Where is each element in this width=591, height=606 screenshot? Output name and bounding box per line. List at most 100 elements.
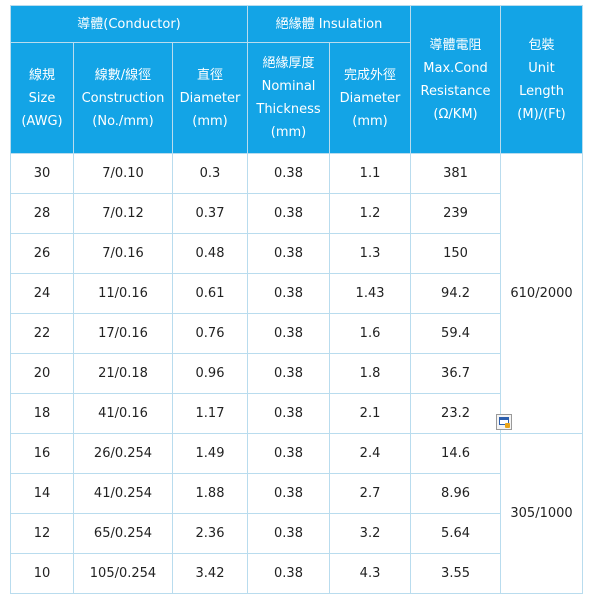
diameter-cell: 1.88 xyxy=(171,473,249,514)
title-bar-shape xyxy=(500,418,508,420)
thickness-cell: 0.38 xyxy=(247,513,331,554)
unit-length-cell: 610/2000 xyxy=(500,153,584,434)
resistance-header: 導體電阻 Max.Cond Resistance (Ω/KM) xyxy=(410,5,502,154)
window-pane-shape xyxy=(499,417,509,425)
resistance-cell: 5.64 xyxy=(410,513,502,554)
header-line: Resistance xyxy=(420,83,491,99)
table-row: 28 7/0.12 0.37 0.38 1.2 239 xyxy=(10,193,583,234)
header-line: Diameter xyxy=(179,90,241,106)
construction-cell: 105/0.254 xyxy=(73,553,173,594)
resistance-cell: 59.4 xyxy=(410,313,502,354)
construction-header: 線數/線徑 Construction (No./mm) xyxy=(73,42,173,154)
size-cell: 26 xyxy=(10,233,74,274)
header-line: 線數/線徑 xyxy=(94,67,152,83)
size-cell: 14 xyxy=(10,473,74,514)
construction-cell: 11/0.16 xyxy=(73,273,173,314)
table-row: 24 11/0.16 0.61 0.38 1.43 94.2 xyxy=(10,273,583,314)
size-cell: 22 xyxy=(10,313,74,354)
diameter-cell: 0.76 xyxy=(171,313,249,354)
resistance-cell: 381 xyxy=(410,153,502,194)
unit-length-header: 包裝 Unit Length (M)/(Ft) xyxy=(500,5,584,154)
unit-length-cell: 305/1000 xyxy=(500,433,584,594)
header-line: Diameter xyxy=(339,90,401,106)
construction-cell: 41/0.16 xyxy=(73,393,173,434)
thickness-cell: 0.38 xyxy=(247,233,331,274)
thickness-cell: 0.38 xyxy=(247,193,331,234)
construction-cell: 26/0.254 xyxy=(73,433,173,474)
size-header: 線規 Size (AWG) xyxy=(10,42,74,154)
wire-spec-table: 導體(Conductor) 絕緣體 Insulation 導體電阻 Max.Con… xyxy=(9,5,584,594)
thickness-cell: 0.38 xyxy=(247,473,331,514)
size-cell: 20 xyxy=(10,353,74,394)
thickness-cell: 0.38 xyxy=(247,313,331,354)
outer-diameter-cell: 3.2 xyxy=(329,513,412,554)
insulation-group-header: 絕緣體 Insulation xyxy=(247,5,412,43)
header-line: 線規 xyxy=(28,67,55,83)
header-line: (AWG) xyxy=(21,113,63,129)
outer-diameter-cell: 4.3 xyxy=(329,553,412,594)
size-cell: 16 xyxy=(10,433,74,474)
size-cell: 28 xyxy=(10,193,74,234)
header-line: 直徑 xyxy=(197,67,224,83)
construction-cell: 7/0.12 xyxy=(73,193,173,234)
size-cell: 18 xyxy=(10,393,74,434)
construction-cell: 21/0.18 xyxy=(73,353,173,394)
document-edit-icon[interactable] xyxy=(496,414,512,430)
header-line: (M)/(Ft) xyxy=(517,106,566,122)
construction-cell: 7/0.10 xyxy=(73,153,173,194)
header-line: 完成外徑 xyxy=(344,67,397,83)
construction-cell: 7/0.16 xyxy=(73,233,173,274)
resistance-cell: 8.96 xyxy=(410,473,502,514)
size-cell: 24 xyxy=(10,273,74,314)
diameter-cell: 0.37 xyxy=(171,193,249,234)
header-line: Nominal xyxy=(261,79,316,94)
outer-diameter-cell: 1.6 xyxy=(329,313,412,354)
outer-diameter-cell: 2.7 xyxy=(329,473,412,514)
header-line: (Ω/KM) xyxy=(433,106,478,122)
spec-table-body: 30 7/0.10 0.3 0.38 1.1 381 610/2000 28 7/0.12 0.3… xyxy=(10,153,584,594)
outer-diameter-cell: 1.8 xyxy=(329,353,412,394)
diameter-cell: 0.61 xyxy=(171,273,249,314)
table-row: 14 41/0.254 1.88 0.38 2.7 8.96 xyxy=(10,473,583,514)
diameter-header: 直徑 Diameter (mm) xyxy=(171,42,249,154)
resistance-cell: 94.2 xyxy=(410,273,502,314)
diameter-cell: 1.49 xyxy=(171,433,249,474)
table-row: 10 105/0.254 3.42 0.38 4.3 3.55 xyxy=(10,553,583,594)
thickness-cell: 0.38 xyxy=(247,273,331,314)
header-line: Thickness xyxy=(256,102,321,117)
table-row: 16 26/0.254 1.49 0.38 2.4 14.6 305/1000 xyxy=(10,433,584,594)
construction-cell: 17/0.16 xyxy=(73,313,173,354)
outer-diameter-cell: 2.1 xyxy=(329,393,412,434)
header-line: 導體電阻 xyxy=(429,37,482,53)
header-line: Unit xyxy=(528,60,555,76)
outer-diameter-cell: 1.1 xyxy=(329,153,412,194)
table-row: 18 41/0.16 1.17 0.38 2.1 23.2 xyxy=(10,393,583,434)
thickness-cell: 0.38 xyxy=(247,393,331,434)
pencil-shape xyxy=(505,423,510,428)
resistance-cell: 3.55 xyxy=(410,553,502,594)
construction-cell: 41/0.254 xyxy=(73,473,173,514)
thickness-cell: 0.38 xyxy=(247,353,331,394)
resistance-cell: 14.6 xyxy=(410,433,502,474)
header-line: 絕緣厚度 xyxy=(262,56,315,71)
header-line: Length xyxy=(519,83,564,99)
header-line: Construction xyxy=(81,90,165,106)
outer-diameter-cell: 1.43 xyxy=(329,273,412,314)
resistance-cell: 239 xyxy=(410,193,502,234)
header-line: Size xyxy=(28,90,56,106)
diameter-cell: 0.96 xyxy=(171,353,249,394)
table-row: 22 17/0.16 0.76 0.38 1.6 59.4 xyxy=(10,313,583,354)
diameter-cell: 1.17 xyxy=(171,393,249,434)
header-line: 包裝 xyxy=(528,37,555,53)
header-line: (mm) xyxy=(192,113,228,129)
resistance-cell: 150 xyxy=(410,233,502,274)
outer-diameter-header: 完成外徑 Diameter (mm) xyxy=(329,42,412,154)
construction-cell: 65/0.254 xyxy=(73,513,173,554)
outer-diameter-cell: 1.2 xyxy=(329,193,412,234)
outer-diameter-cell: 2.4 xyxy=(329,433,412,474)
table-row: 12 65/0.254 2.36 0.38 3.2 5.64 xyxy=(10,513,583,554)
conductor-group-header: 導體(Conductor) xyxy=(9,5,249,43)
outer-diameter-cell: 1.3 xyxy=(329,233,412,274)
diameter-cell: 0.3 xyxy=(171,153,249,194)
size-cell: 10 xyxy=(10,553,74,594)
